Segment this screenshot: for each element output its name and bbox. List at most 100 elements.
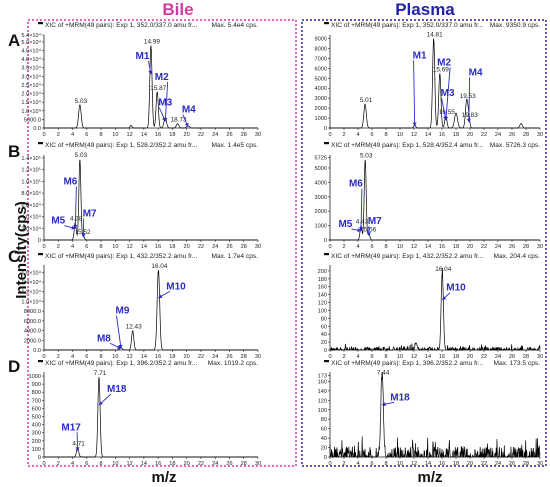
y-tick-label: 20 bbox=[321, 340, 327, 346]
panel-max-label: Max. 5726.3 cps. bbox=[490, 142, 540, 149]
panel-D-bile: XIC of +MRM(49 pairs): Exp 1, 396.2/352.… bbox=[29, 360, 261, 467]
x-tick-label: 0 bbox=[42, 354, 45, 360]
x-tick-label: 16 bbox=[155, 132, 161, 138]
y-tick-label: 900 bbox=[32, 382, 41, 388]
row-label-d: D bbox=[8, 357, 20, 376]
y-tick-label: 700 bbox=[32, 398, 41, 404]
y-tick-label: 7000 bbox=[315, 56, 327, 62]
x-tick-label: 4 bbox=[356, 244, 359, 250]
x-tick-label: 12 bbox=[411, 244, 417, 250]
trace-line bbox=[329, 371, 541, 459]
peak-label: 5.03 bbox=[75, 152, 88, 159]
y-tick-label: 5.4×10⁴ bbox=[21, 32, 41, 39]
x-tick-label: 26 bbox=[226, 244, 232, 250]
panel-max-label: Max. 204.4 cps. bbox=[493, 253, 540, 260]
metabolite-arrow bbox=[441, 98, 447, 121]
metabolite-arrowhead bbox=[359, 227, 364, 231]
y-tick-label: 0.0 bbox=[33, 348, 41, 354]
y-tick-label: 4000.0 bbox=[24, 329, 41, 335]
panel-max-label: Max. 1.7e4 cps. bbox=[211, 253, 258, 260]
x-tick-label: 30 bbox=[255, 354, 261, 360]
metabolite-arrowhead bbox=[158, 294, 163, 298]
y-tick-label: 120 bbox=[318, 301, 327, 307]
x-axis-label-bile: m/z bbox=[151, 469, 176, 486]
x-tick-label: 26 bbox=[509, 461, 515, 467]
x-tick-label: 0 bbox=[42, 132, 45, 138]
metabolite-arrowhead bbox=[357, 228, 362, 233]
metabolite-label-m18: M18 bbox=[390, 392, 410, 403]
y-tick-label: 500 bbox=[32, 415, 41, 421]
metabolite-arrowhead bbox=[117, 345, 122, 349]
y-tick-label: 1000 bbox=[315, 116, 327, 122]
peak-label: 4.71 bbox=[72, 440, 85, 447]
x-tick-label: 30 bbox=[255, 244, 261, 250]
peak-label: 12.43 bbox=[126, 324, 142, 331]
x-tick-label: 14 bbox=[425, 132, 431, 138]
x-tick-label: 6 bbox=[85, 461, 88, 467]
peak-label: 4.43 bbox=[356, 219, 369, 226]
x-tick-label: 4 bbox=[71, 354, 74, 360]
panel-title-marker bbox=[324, 253, 329, 256]
x-tick-label: 6 bbox=[370, 461, 373, 467]
y-tick-label: 0 bbox=[324, 455, 327, 461]
metabolite-arrow bbox=[164, 81, 169, 122]
x-tick-label: 26 bbox=[509, 132, 515, 138]
y-tick-label: 3.5×10⁴ bbox=[21, 65, 41, 72]
metabolite-arrowhead bbox=[81, 233, 86, 238]
y-tick-label: 800 bbox=[32, 390, 41, 396]
x-tick-label: 0 bbox=[42, 461, 45, 467]
metabolite-label-m6: M6 bbox=[63, 176, 77, 187]
x-tick-label: 8 bbox=[100, 354, 103, 360]
y-tick-label: 100 bbox=[318, 408, 327, 414]
x-tick-label: 28 bbox=[523, 354, 529, 360]
metabolite-label-m9: M9 bbox=[116, 306, 130, 317]
peak-label: 7.71 bbox=[94, 370, 107, 377]
x-tick-label: 8 bbox=[384, 132, 387, 138]
x-tick-label: 10 bbox=[397, 461, 403, 467]
panel-A-bile: XIC of +MRM(49 pairs): Exp 1, 352.0/337.… bbox=[21, 22, 261, 138]
y-tick-label: 5000.0 bbox=[24, 117, 41, 123]
y-tick-label: 4.5×10⁴ bbox=[21, 48, 41, 55]
peak-label: 18.73 bbox=[171, 117, 187, 124]
x-tick-label: 18 bbox=[169, 461, 175, 467]
x-tick-label: 30 bbox=[537, 244, 543, 250]
y-tick-label: 2.5×10⁴ bbox=[21, 82, 41, 89]
metabolite-arrowhead bbox=[382, 402, 386, 407]
metabolite-label-m1: M1 bbox=[413, 50, 427, 61]
x-tick-label: 24 bbox=[212, 461, 218, 467]
x-tick-label: 2 bbox=[342, 354, 345, 360]
metabolite-label-m5: M5 bbox=[51, 216, 65, 227]
x-tick-label: 8 bbox=[100, 461, 103, 467]
panel-title-marker bbox=[38, 22, 43, 25]
y-tick-label: 3000 bbox=[315, 195, 327, 201]
metabolite-arrowhead bbox=[184, 122, 189, 127]
metabolite-arrow bbox=[445, 67, 451, 121]
metabolite-arrow bbox=[360, 188, 363, 231]
y-tick-label: 160 bbox=[318, 379, 327, 385]
x-tick-label: 30 bbox=[255, 132, 261, 138]
y-tick-label: 1.4×10⁴ bbox=[21, 279, 41, 286]
x-tick-label: 20 bbox=[184, 244, 190, 250]
panel-C-plasma: XIC of +MRM(49 pairs): Exp 1, 432.2/352.… bbox=[318, 253, 543, 360]
y-tick-label: 3.0×10⁴ bbox=[21, 73, 41, 80]
metabolite-arrowhead bbox=[412, 122, 417, 127]
peak-label: 16.04 bbox=[435, 266, 451, 273]
x-tick-label: 4 bbox=[356, 461, 359, 467]
y-tick-label: 0.0 bbox=[33, 126, 41, 132]
panel-B-plasma: XIC of +MRM(49 pairs): Exp 1, 528.4/352.… bbox=[315, 142, 543, 250]
metabolite-arrowhead bbox=[148, 70, 153, 75]
panel-title-marker bbox=[38, 142, 43, 145]
panel-B-bile: XIC of +MRM(49 pairs): Exp 1, 528.2/352.… bbox=[21, 142, 261, 250]
x-tick-label: 0 bbox=[328, 132, 331, 138]
metabolite-arrowhead bbox=[442, 296, 447, 300]
y-tick-label: 160 bbox=[318, 285, 327, 291]
x-tick-label: 20 bbox=[184, 354, 190, 360]
y-tick-label: 2000.0 bbox=[24, 338, 41, 344]
x-tick-label: 14 bbox=[425, 354, 431, 360]
y-tick-label: 4000 bbox=[315, 180, 327, 186]
y-tick-label: 2000 bbox=[315, 106, 327, 112]
x-tick-label: 0 bbox=[328, 354, 331, 360]
x-tick-label: 8 bbox=[384, 244, 387, 250]
y-tick-label: 2.0×10⁴ bbox=[21, 91, 41, 98]
x-tick-label: 10 bbox=[397, 354, 403, 360]
